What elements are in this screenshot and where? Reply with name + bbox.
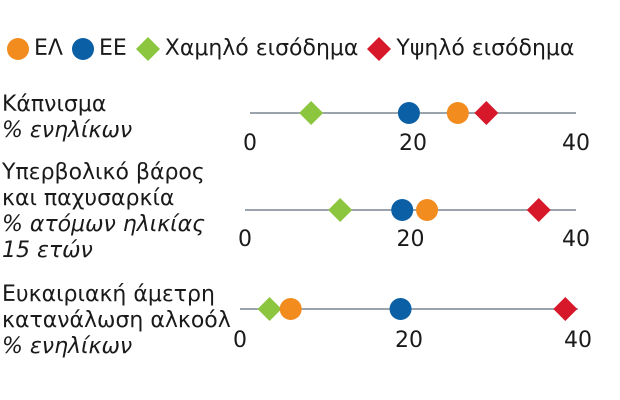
row-title-line: Υπερβολικό βάρος bbox=[2, 160, 205, 185]
tick-label: 0 bbox=[243, 131, 257, 156]
legend-label: ΕΛ bbox=[34, 36, 63, 61]
point-high bbox=[553, 297, 578, 321]
legend-label: ΕΕ bbox=[98, 36, 127, 61]
row-subtitle-line: % ενηλίκων bbox=[2, 334, 133, 359]
legend-item-eu: ΕΕ bbox=[71, 37, 127, 61]
point-high bbox=[474, 101, 499, 125]
tick-label: 20 bbox=[399, 131, 427, 156]
legend-swatch-diamond-icon bbox=[135, 37, 160, 61]
point-low bbox=[299, 101, 324, 125]
legend-swatch-diamond-icon bbox=[367, 37, 392, 61]
legend-swatch-circle-icon bbox=[7, 38, 29, 60]
tick-label: 20 bbox=[397, 227, 425, 252]
point-el bbox=[279, 298, 302, 320]
point-low bbox=[328, 198, 353, 222]
legend-label: Υψηλό εισόδημα bbox=[396, 36, 575, 61]
tick-label: 40 bbox=[562, 227, 590, 252]
row-title-line: Κάπνισμα bbox=[2, 92, 107, 117]
legend-swatch-circle-icon bbox=[71, 38, 94, 60]
row-label-overweight: Υπερβολικό βάρος και παχυσαρκία % ατόμων… bbox=[2, 160, 205, 264]
point-eu bbox=[391, 199, 414, 221]
point-eu bbox=[397, 102, 420, 124]
row-label-smoking: Κάπνισμα % ενηλίκων bbox=[2, 92, 132, 144]
point-eu bbox=[389, 298, 412, 320]
point-el bbox=[416, 199, 439, 221]
legend-item-el: ΕΛ bbox=[6, 37, 63, 61]
row-title-line: κατανάλωση αλκοόλ bbox=[2, 308, 231, 333]
row-subtitle-line: 15 ετών bbox=[2, 238, 93, 263]
tick-label: 0 bbox=[233, 328, 247, 353]
legend-item-low-income: Χαμηλό εισόδημα bbox=[135, 36, 359, 62]
row-title-line: Ευκαιριακή άμετρη bbox=[2, 282, 215, 307]
tick-label: 40 bbox=[562, 131, 590, 156]
tick-label: 40 bbox=[564, 328, 592, 353]
tick-label: 0 bbox=[238, 227, 252, 252]
legend-item-high-income: Υψηλό εισόδημα bbox=[366, 36, 574, 62]
row-subtitle-line: % ενηλίκων bbox=[2, 118, 133, 143]
point-high bbox=[526, 198, 551, 222]
point-el bbox=[446, 102, 469, 124]
row-subtitle-line: % ατόμων ηλικίας bbox=[2, 212, 206, 237]
row-title-line: και παχυσαρκία bbox=[2, 186, 175, 211]
row-label-alcohol: Ευκαιριακή άμετρη κατανάλωση αλκοόλ % εν… bbox=[2, 282, 231, 360]
legend-label: Χαμηλό εισόδημα bbox=[164, 36, 359, 61]
point-low bbox=[257, 297, 282, 321]
tick-label: 20 bbox=[395, 328, 423, 353]
legend: ΕΛ ΕΕ Χαμηλό εισόδημα Υψηλό εισόδημα bbox=[6, 32, 582, 66]
